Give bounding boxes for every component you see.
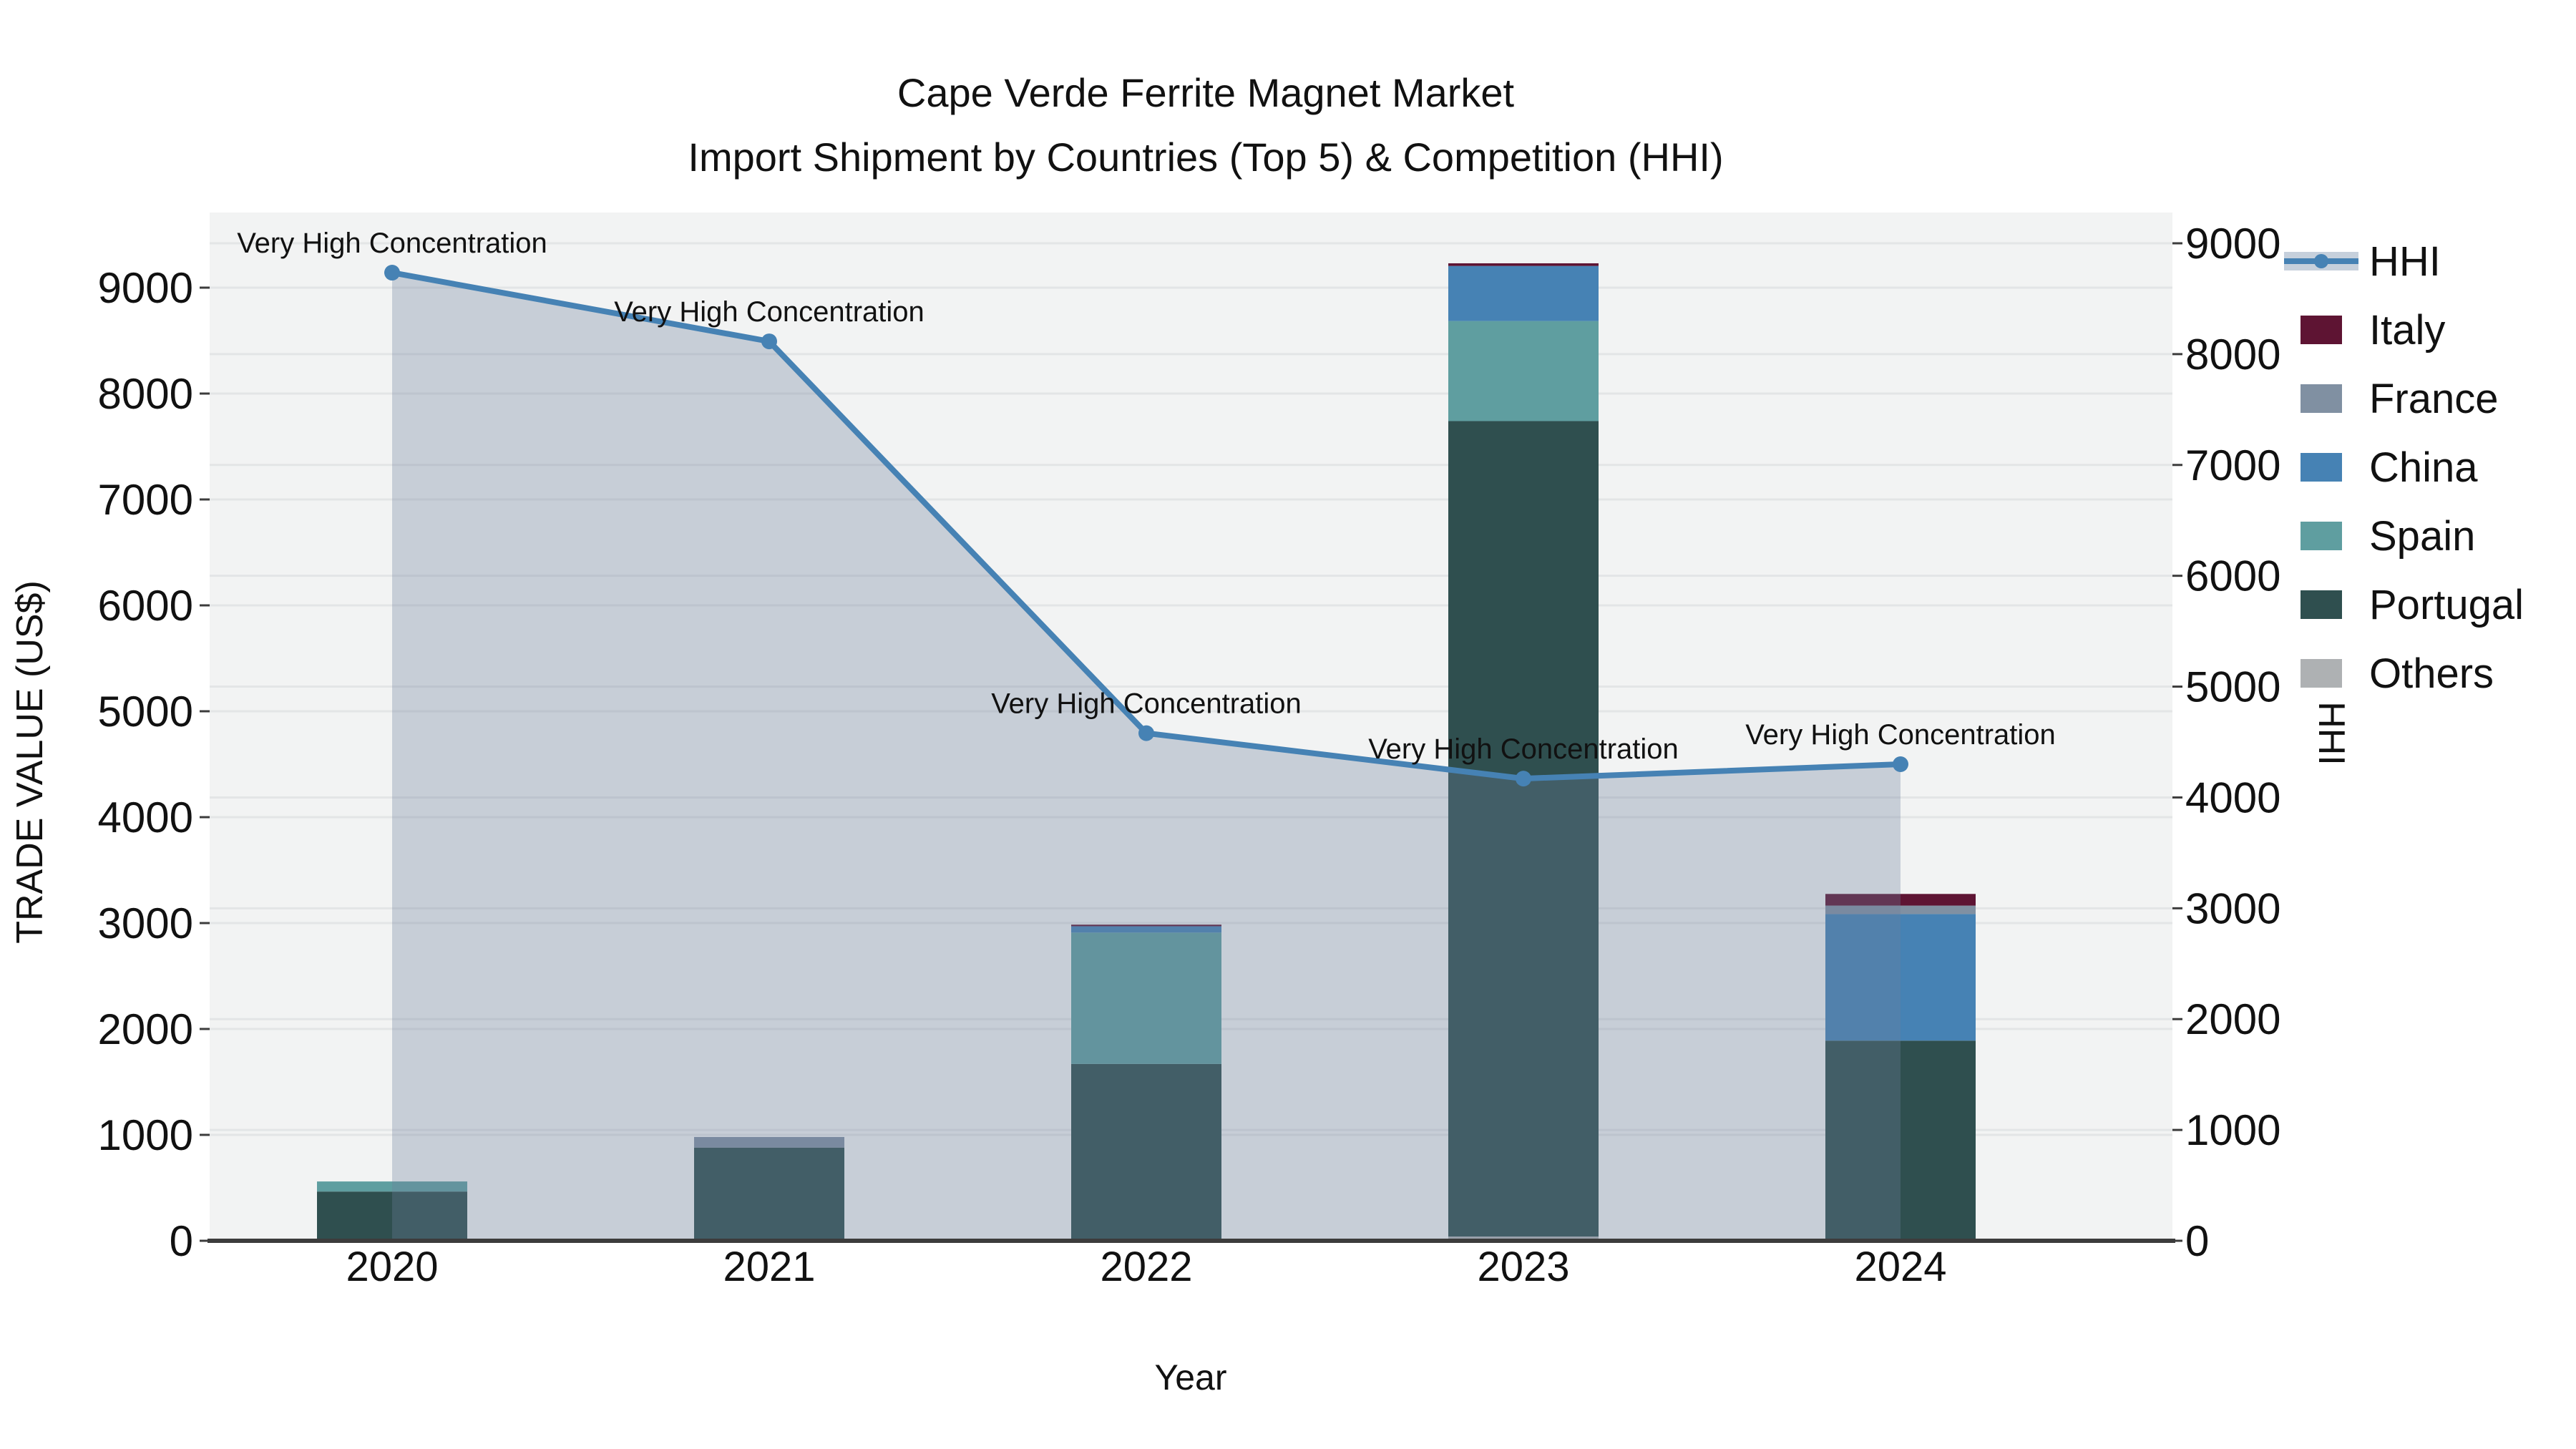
y-tick-label-left: 7000 bbox=[98, 476, 193, 524]
legend-item-hhi: HHI bbox=[2279, 227, 2524, 296]
y-tick-label-right: 0 bbox=[2185, 1217, 2209, 1265]
y-tick-label-right: 3000 bbox=[2185, 884, 2280, 932]
bar-segment-portugal-2024 bbox=[1825, 1040, 1976, 1241]
bar-segment-china-2024 bbox=[1825, 914, 1976, 1041]
y-tick-label-right: 9000 bbox=[2185, 220, 2280, 268]
hhi-area bbox=[392, 273, 1901, 1241]
y-tick-label-right: 5000 bbox=[2185, 663, 2280, 711]
y-tick-label-left: 9000 bbox=[98, 264, 193, 312]
legend-label: Italy bbox=[2369, 306, 2446, 353]
y-tick-label-right: 8000 bbox=[2185, 331, 2280, 379]
bar-segment-spain-2022 bbox=[1071, 932, 1221, 1064]
y-tick-label-left: 2000 bbox=[98, 1005, 193, 1053]
italy-swatch bbox=[2301, 316, 2342, 344]
legend-item-spain: Spain bbox=[2279, 502, 2524, 570]
annotation-label: Very High Concentration bbox=[1745, 719, 2056, 751]
x-tick-label: 2020 bbox=[346, 1244, 438, 1290]
legend-item-italy: Italy bbox=[2279, 296, 2524, 364]
bar-segment-portugal-2021 bbox=[694, 1147, 844, 1241]
bar-segment-italy-2024 bbox=[1825, 894, 1976, 906]
x-tick-label: 2024 bbox=[1854, 1244, 1946, 1290]
chart-title-line-2: Import Shipment by Countries (Top 5) & C… bbox=[688, 135, 1724, 180]
bar-segment-china-2023 bbox=[1448, 265, 1599, 321]
x-tick-label: 2021 bbox=[723, 1244, 815, 1290]
y-tick-label-left: 6000 bbox=[98, 582, 193, 630]
bar-segment-france-2024 bbox=[1825, 905, 1976, 914]
legend-label: Spain bbox=[2369, 512, 2476, 560]
annotation-label: Very High Concentration bbox=[1368, 733, 1679, 765]
legend-item-china: China bbox=[2279, 433, 2524, 502]
bar-segment-italy-2023 bbox=[1448, 263, 1599, 266]
bar-segment-italy-2022 bbox=[1071, 924, 1221, 927]
portugal-swatch bbox=[2301, 590, 2342, 619]
y-tick-label-left: 8000 bbox=[98, 370, 193, 418]
bar-segment-portugal-2022 bbox=[1071, 1063, 1221, 1241]
y-tick-label-right: 6000 bbox=[2185, 552, 2280, 600]
spain-swatch bbox=[2301, 522, 2342, 550]
x-tick-label: 2022 bbox=[1100, 1244, 1192, 1290]
legend-label: France bbox=[2369, 375, 2499, 422]
france-swatch bbox=[2301, 384, 2342, 413]
hhi-legend-swatch bbox=[2279, 247, 2363, 275]
bar-segment-spain-2023 bbox=[1448, 321, 1599, 421]
legend-item-others: Others bbox=[2279, 639, 2524, 708]
china-swatch bbox=[2301, 453, 2342, 482]
bar-segment-portugal-2023 bbox=[1448, 421, 1599, 1237]
legend-item-france: France bbox=[2279, 364, 2524, 433]
y-tick-label-left: 0 bbox=[170, 1217, 193, 1265]
y-tick-label-left: 4000 bbox=[98, 794, 193, 841]
bar-segment-portugal-2020 bbox=[317, 1191, 467, 1241]
bar-segment-china-2022 bbox=[1071, 926, 1221, 933]
others-swatch bbox=[2301, 659, 2342, 688]
legend-label: Others bbox=[2369, 650, 2494, 697]
legend-label: Portugal bbox=[2369, 581, 2524, 628]
bar-segment-france-2021 bbox=[694, 1136, 844, 1148]
annotation-label: Very High Concentration bbox=[991, 688, 1302, 720]
y-tick-label-left: 1000 bbox=[98, 1111, 193, 1159]
hhi-marker-2023 bbox=[1516, 771, 1531, 787]
y-tick-label-right: 1000 bbox=[2185, 1106, 2280, 1154]
x-axis-label: Year bbox=[1154, 1357, 1227, 1397]
hhi-marker-2022 bbox=[1138, 725, 1154, 741]
y-tick-label-right: 4000 bbox=[2185, 774, 2280, 821]
legend-label: HHI bbox=[2369, 238, 2441, 285]
bars-group bbox=[317, 263, 1976, 1241]
y-tick-label-left: 5000 bbox=[98, 688, 193, 736]
annotation-label: Very High Concentration bbox=[614, 296, 924, 328]
legend: HHI Italy France China Spain Portugal Ot… bbox=[2279, 227, 2524, 708]
y-tick-label-right: 7000 bbox=[2185, 441, 2280, 489]
annotation-label: Very High Concentration bbox=[237, 228, 547, 259]
legend-item-portugal: Portugal bbox=[2279, 570, 2524, 639]
hhi-marker-2024 bbox=[1893, 756, 1908, 772]
y-tick-label-left: 3000 bbox=[98, 899, 193, 947]
y-tick-label-right: 2000 bbox=[2185, 995, 2280, 1043]
hhi-marker-swatch bbox=[2314, 254, 2328, 268]
bar-segment-spain-2020 bbox=[317, 1181, 467, 1192]
x-tick-label: 2023 bbox=[1477, 1244, 1569, 1290]
legend-label: China bbox=[2369, 444, 2478, 491]
hhi-marker-2020 bbox=[384, 265, 400, 281]
chart-title-line-1: Cape Verde Ferrite Magnet Market bbox=[897, 70, 1515, 115]
hhi-marker-2021 bbox=[761, 333, 777, 350]
